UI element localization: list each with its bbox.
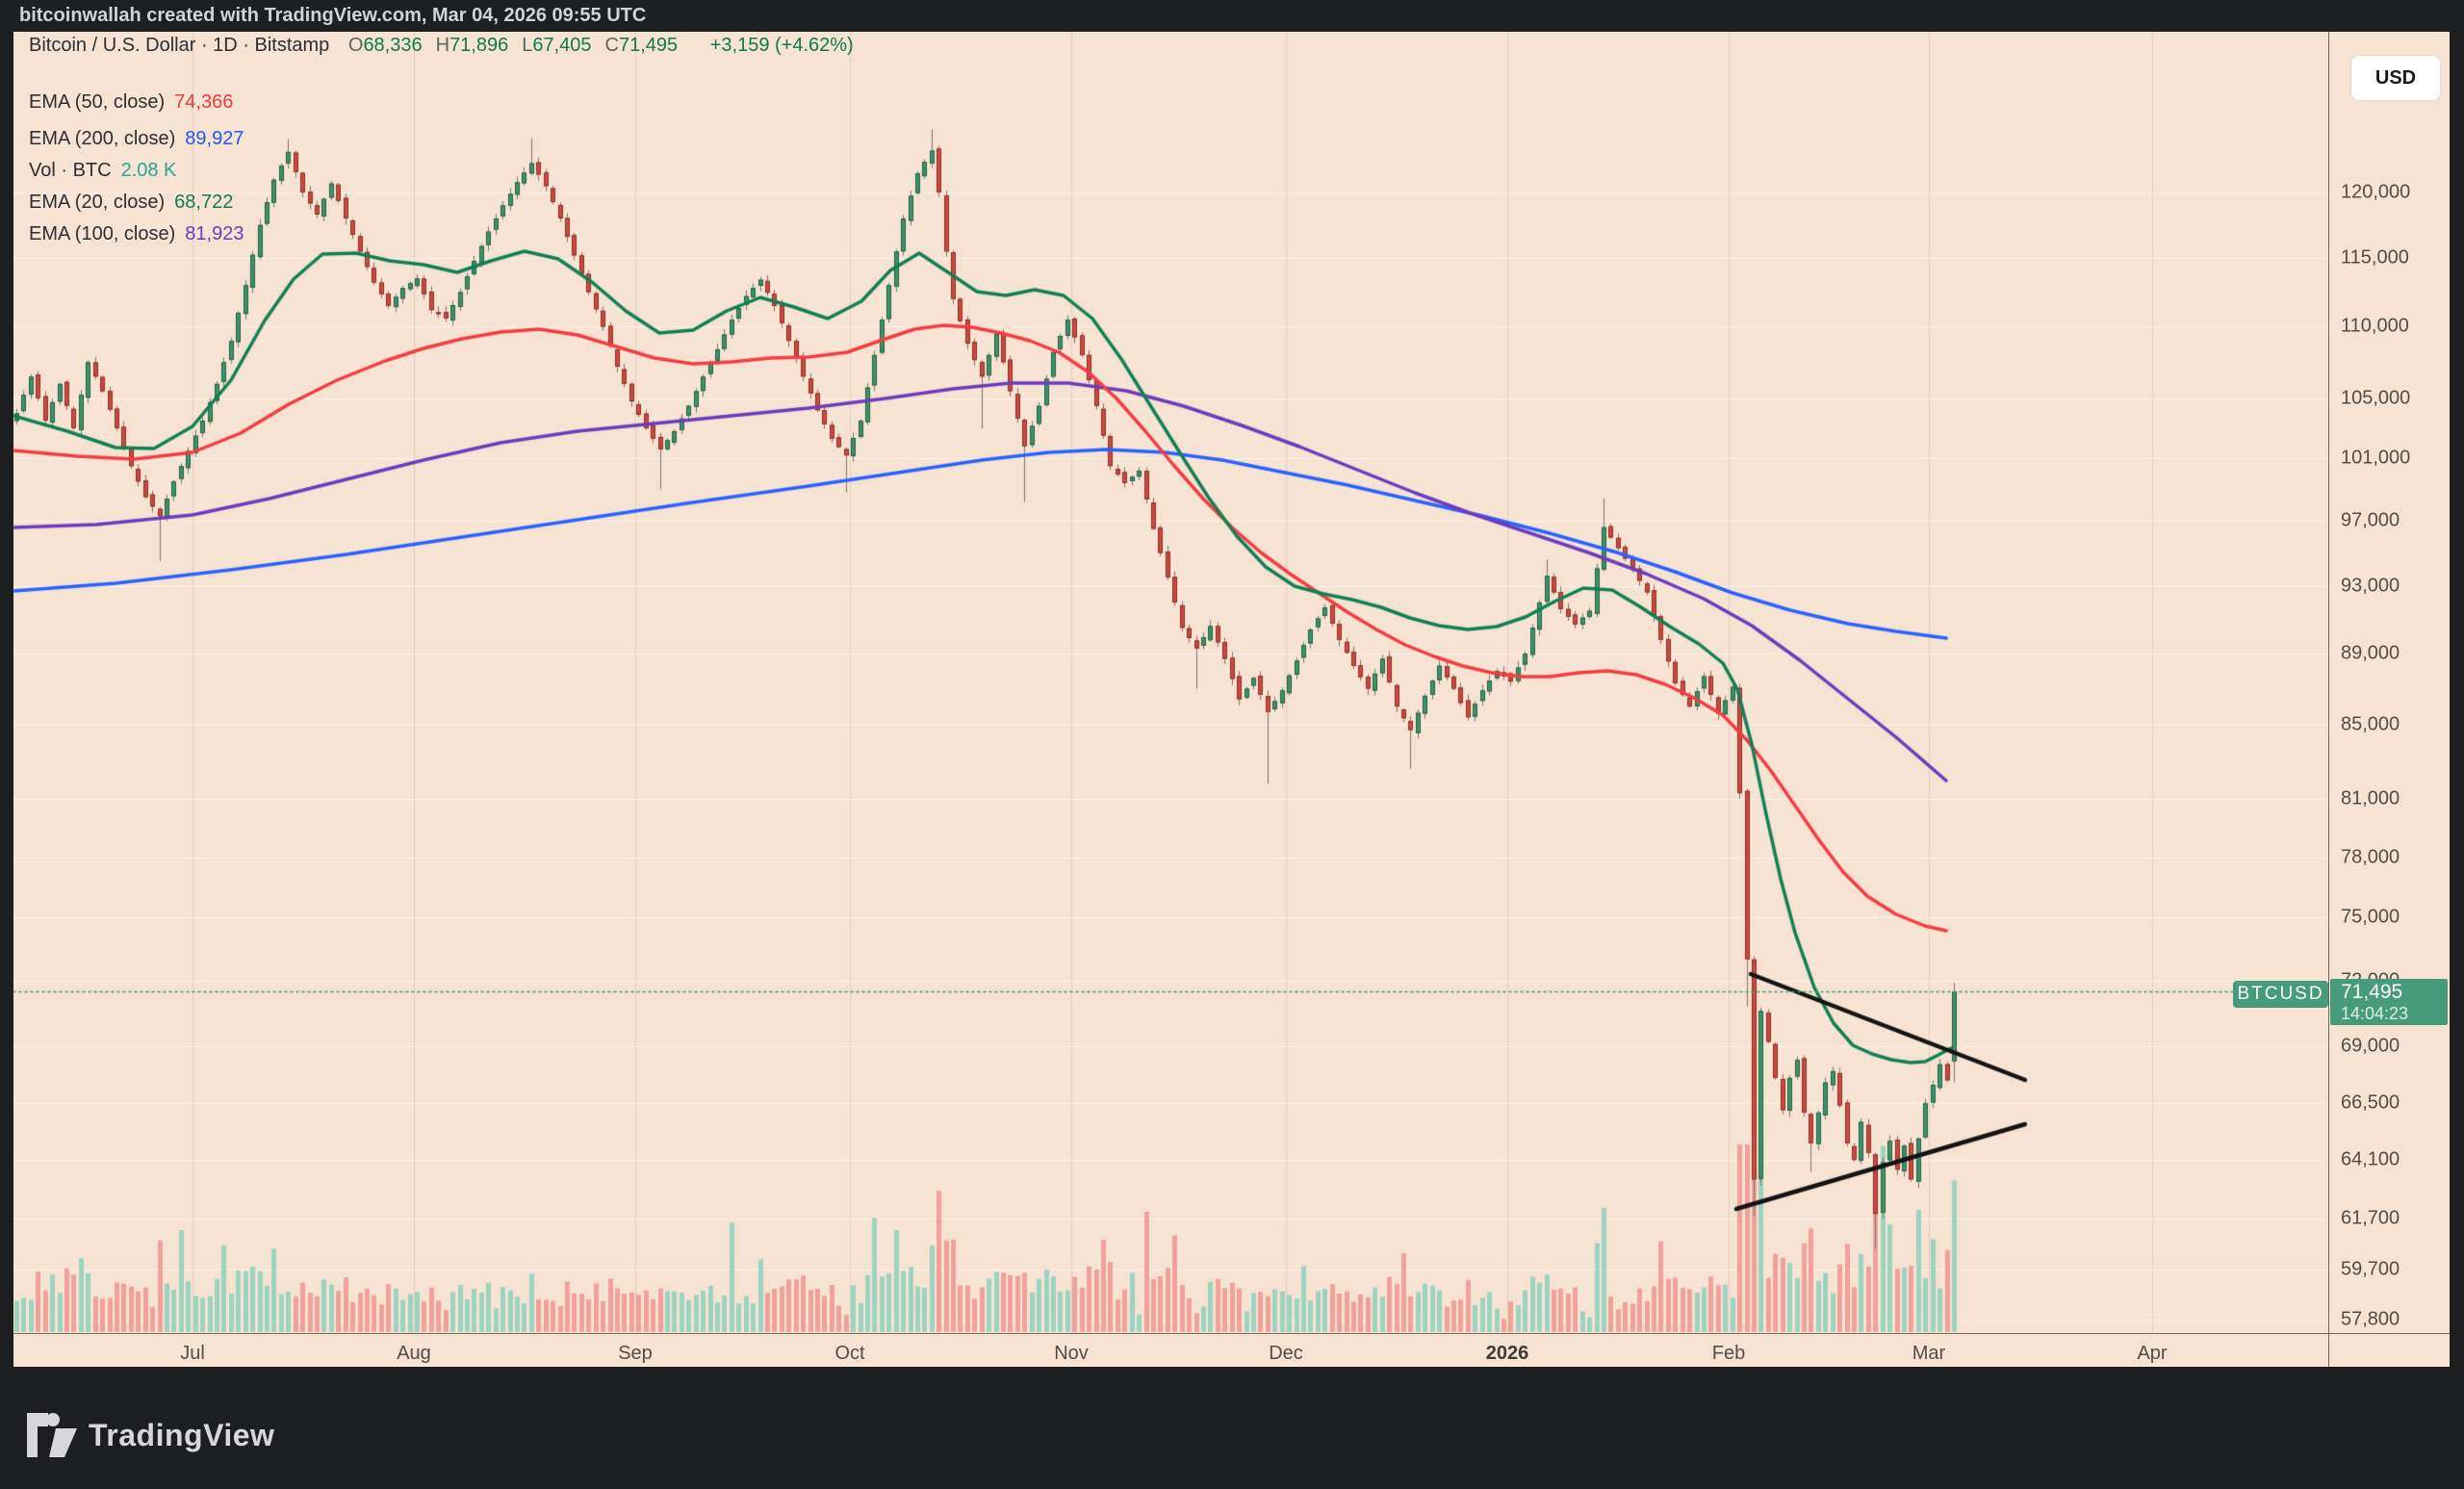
symbol-header: Bitcoin / U.S. Dollar · 1D · Bitstamp O6…	[29, 35, 854, 57]
legend-value: 68,722	[174, 192, 234, 213]
price-axis-label: 61,700	[2341, 1207, 2400, 1229]
currency-toggle-button[interactable]: USD	[2351, 56, 2440, 100]
last-price-badge: 71,495 14:04:23	[2330, 979, 2448, 1025]
time-axis-label-dec: Dec	[1269, 1343, 1303, 1364]
legend-value: 81,923	[185, 223, 244, 244]
time-axis-label-jul: Jul	[180, 1343, 205, 1364]
price-axis-label: 120,000	[2341, 181, 2411, 203]
price-axis-separator	[2328, 32, 2329, 1367]
price-axis-label: 85,000	[2341, 713, 2400, 735]
time-axis-separator	[13, 1333, 2450, 1334]
legend-row-ema-100-close-[interactable]: EMA (100, close) 81,923	[29, 223, 244, 245]
price-axis-label: 57,800	[2341, 1308, 2400, 1330]
legend-row-ema-200-close-[interactable]: EMA (200, close) 89,927	[29, 128, 244, 150]
legend-label: EMA (20, close)	[29, 192, 166, 213]
price-axis-label: 66,500	[2341, 1091, 2400, 1114]
time-axis-label-mar: Mar	[1912, 1343, 1946, 1364]
bar-countdown: 14:04:23	[2341, 1004, 2409, 1023]
symbol-price-line-badge: BTCUSD	[2233, 981, 2328, 1008]
price-axis-label: 97,000	[2341, 509, 2400, 531]
time-axis-label-feb: Feb	[1711, 1343, 1746, 1364]
time-axis-label-2026: 2026	[1485, 1343, 1529, 1364]
tradingview-watermark: TradingView	[27, 1413, 274, 1457]
legend-value: 89,927	[185, 128, 244, 149]
legend-value: 2.08 K	[120, 160, 177, 181]
time-axis-label-apr: Apr	[2137, 1343, 2168, 1364]
price-axis-label: 81,000	[2341, 787, 2400, 809]
legend-row-ema-50-close-[interactable]: EMA (50, close) 74,366	[29, 91, 233, 114]
price-axis-label: 59,700	[2341, 1258, 2400, 1280]
symbol-title: Bitcoin / U.S. Dollar · 1D · Bitstamp	[29, 35, 330, 56]
price-axis-label: 69,000	[2341, 1035, 2400, 1057]
legend-label: Vol · BTC	[29, 160, 112, 181]
price-axis-label: 64,100	[2341, 1148, 2400, 1170]
legend-label: EMA (200, close)	[29, 128, 176, 149]
ohlc-values: O68,336 H71,896 L67,405 C71,495	[347, 35, 679, 56]
price-axis-label: 75,000	[2341, 906, 2400, 928]
legend-row-vol-btc[interactable]: Vol · BTC 2.08 K	[29, 160, 176, 182]
time-axis-label-nov: Nov	[1054, 1343, 1089, 1364]
last-price-value: 71,495	[2341, 981, 2403, 1003]
time-axis-label-aug: Aug	[397, 1343, 431, 1364]
legend-row-ema-20-close-[interactable]: EMA (20, close) 68,722	[29, 192, 233, 214]
price-axis-label: 105,000	[2341, 387, 2411, 409]
tradingview-logo-icon	[27, 1413, 77, 1457]
price-axis-label: 101,000	[2341, 447, 2411, 469]
price-axis-label: 115,000	[2341, 246, 2409, 269]
legend-label: EMA (50, close)	[29, 91, 166, 113]
tradingview-logo-text: TradingView	[89, 1417, 275, 1452]
price-axis-label: 110,000	[2341, 315, 2409, 337]
price-axis-label: 93,000	[2341, 575, 2400, 597]
time-axis-label-sep: Sep	[618, 1343, 653, 1364]
time-axis-label-oct: Oct	[834, 1343, 865, 1364]
price-axis-label: 78,000	[2341, 846, 2400, 868]
legend-label: EMA (100, close)	[29, 223, 176, 244]
legend-value: 74,366	[174, 91, 234, 113]
price-axis-label: 89,000	[2341, 642, 2400, 664]
change-value: +3,159 (+4.62%)	[709, 35, 854, 56]
